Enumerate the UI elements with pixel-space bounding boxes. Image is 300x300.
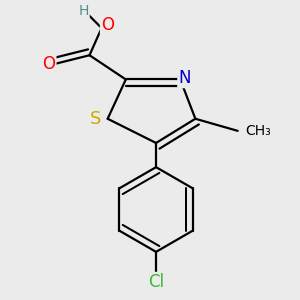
Text: N: N — [178, 69, 191, 87]
Text: O: O — [101, 16, 114, 34]
Text: CH₃: CH₃ — [245, 124, 271, 138]
Text: H: H — [78, 4, 88, 18]
Text: Cl: Cl — [148, 273, 164, 291]
Text: S: S — [90, 110, 101, 128]
Text: O: O — [42, 55, 55, 73]
